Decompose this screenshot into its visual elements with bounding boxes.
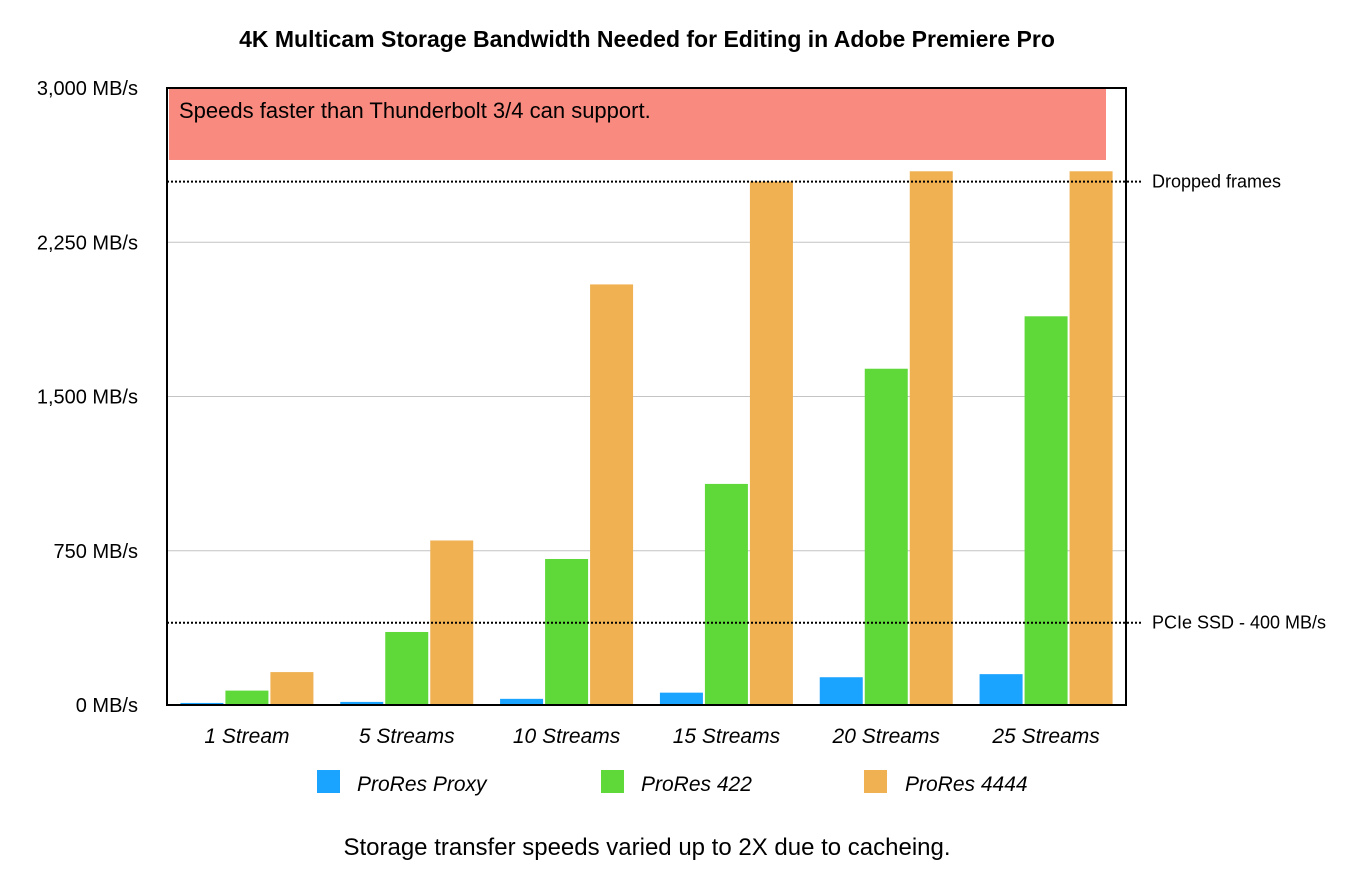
legend-label-proxy: ProRes Proxy [357, 773, 488, 796]
bar-4444 [1069, 171, 1113, 706]
legend-label-4444: ProRes 4444 [905, 773, 1028, 796]
x-axis-categories: 1 Stream 5 Streams 10 Streams 15 Streams 20 … [204, 725, 1100, 748]
legend: ProRes Proxy ProRes 422 ProRes 4444 [317, 770, 1028, 796]
y-tick-label: 2,250 MB/s [37, 232, 138, 254]
x-category-label: 1 Stream [204, 725, 289, 748]
x-category-label: 10 Streams [513, 725, 621, 748]
reference-line-label: Dropped frames [1152, 172, 1281, 192]
legend-swatch-proxy [317, 770, 340, 793]
legend-swatch-4444 [864, 770, 887, 793]
plot-frame [166, 87, 1127, 706]
thunderbolt-band-group: Speeds faster than Thunderbolt 3/4 can s… [169, 89, 1106, 160]
reference-line-label: PCIe SSD - 400 MB/s [1152, 613, 1326, 633]
bar-422 [545, 558, 589, 705]
x-category-label: 20 Streams [832, 725, 941, 748]
y-tick-label: 750 MB/s [54, 541, 138, 563]
bar-4444 [909, 171, 953, 706]
bars [180, 171, 1113, 706]
thunderbolt-band-label: Speeds faster than Thunderbolt 3/4 can s… [179, 98, 651, 123]
x-category-label: 5 Streams [359, 725, 455, 748]
bar-proxy [659, 692, 703, 705]
legend-swatch-422 [601, 770, 624, 793]
footnote: Storage transfer speeds varied up to 2X … [343, 834, 950, 861]
bar-422 [385, 631, 429, 705]
bar-proxy [979, 674, 1023, 705]
thunderbolt-band [169, 89, 1106, 160]
reference-lines: Dropped frames PCIe SSD - 400 MB/s [167, 172, 1326, 633]
bar-4444 [270, 672, 314, 705]
bar-4444 [590, 284, 634, 705]
y-tick-label: 3,000 MB/s [37, 78, 138, 100]
grid-lines [167, 241, 1126, 552]
bar-422 [1024, 316, 1068, 705]
x-category-label: 15 Streams [673, 725, 781, 748]
bar-422 [225, 690, 269, 705]
bar-proxy [340, 701, 384, 705]
bar-4444 [749, 181, 793, 705]
x-category-label: 25 Streams [991, 725, 1100, 748]
legend-label-422: ProRes 422 [641, 773, 752, 796]
chart-title: 4K Multicam Storage Bandwidth Needed for… [239, 26, 1055, 52]
bar-proxy [500, 698, 544, 705]
y-axis-ticks: 0 MB/s 750 MB/s 1,500 MB/s 2,250 MB/s 3,000 … [37, 78, 138, 717]
bar-proxy [819, 677, 863, 705]
y-tick-label: 1,500 MB/s [37, 387, 138, 409]
bar-422 [704, 483, 748, 705]
bar-422 [864, 368, 908, 705]
bar-proxy [180, 702, 224, 705]
y-tick-label: 0 MB/s [76, 695, 138, 717]
